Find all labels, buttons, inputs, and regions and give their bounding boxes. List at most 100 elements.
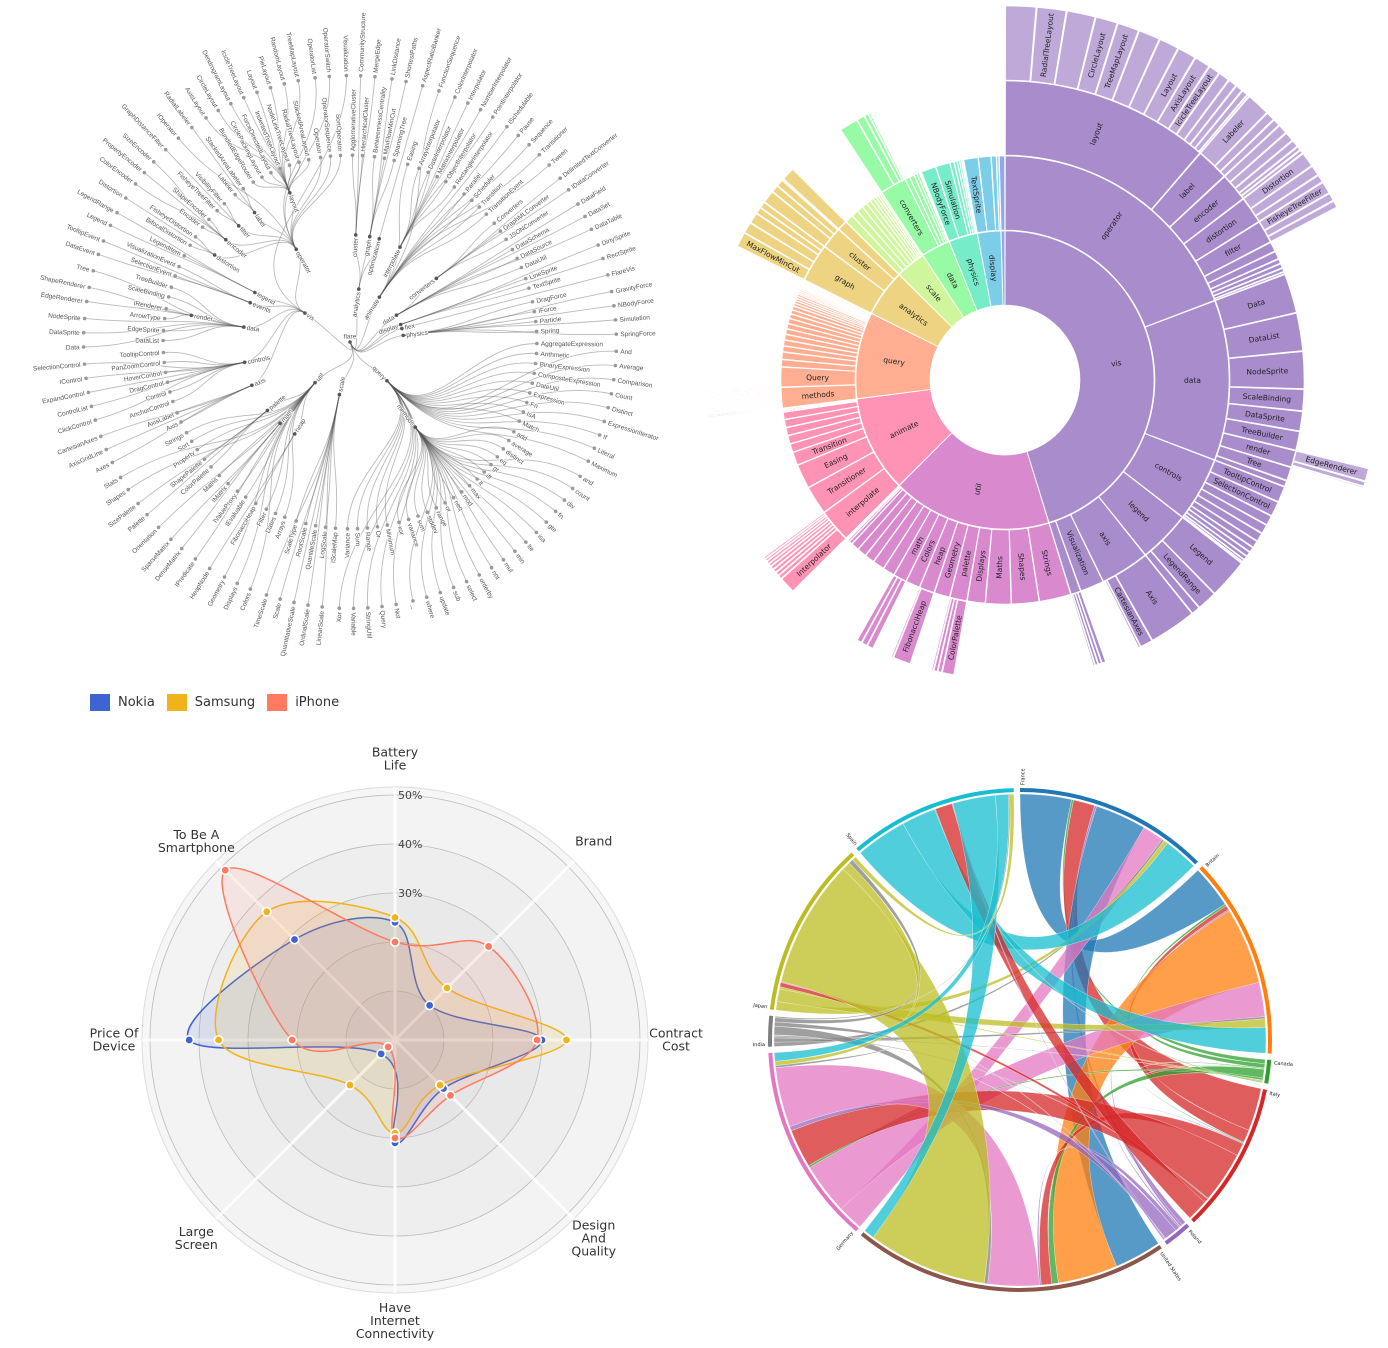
sunburst-arc: [1214, 271, 1285, 301]
sunburst-arc: [857, 575, 898, 643]
tree-label: SortOperator: [334, 114, 343, 153]
tree-node: [501, 447, 506, 451]
tree-link: [378, 193, 465, 298]
sunburst-arc: [934, 522, 969, 598]
sunburst-arc: [919, 172, 949, 242]
tree-node: [81, 345, 86, 349]
tree-link: [287, 165, 292, 193]
tree-node: [519, 265, 524, 270]
tree-node: [397, 520, 401, 525]
tree-node: [320, 605, 324, 609]
tree-node: [273, 511, 278, 516]
tree-label: DataEvent: [65, 241, 96, 258]
tree-node: [613, 363, 618, 368]
tree-label: IOperator: [155, 112, 179, 138]
tree-node: [606, 273, 610, 277]
tree-label: Operator: [312, 128, 323, 155]
tree-link: [414, 426, 504, 450]
sunburst-arc: [1195, 222, 1271, 277]
tree-link: [224, 382, 316, 578]
sunburst-arc: [707, 404, 782, 414]
sunburst-arc: [765, 514, 827, 562]
sunburst-arc: [1009, 527, 1040, 605]
radar-axis-spoke: [393, 1038, 575, 1220]
tree-label: RectSprite: [606, 245, 637, 261]
tree-node: [222, 201, 227, 206]
tree-node: [333, 526, 338, 531]
tree-link: [396, 267, 522, 316]
tree-link: [401, 274, 608, 329]
tree-label: StringUtil: [364, 612, 373, 639]
tree-link: [405, 426, 424, 520]
tree-label: Geometry: [207, 579, 227, 608]
sunburst-label: methods: [801, 389, 835, 401]
tree-label: Match: [521, 420, 540, 434]
tree-node: [467, 483, 472, 488]
tree-node: [489, 565, 494, 570]
tree-node: [597, 433, 602, 437]
tree-link: [84, 361, 245, 369]
sunburst-label: vis: [1110, 358, 1122, 368]
legend-item-samsung[interactable]: Samsung: [166, 694, 255, 711]
tree-label: LegendRange: [76, 189, 115, 215]
tree-node: [351, 606, 356, 611]
tree-label: Legend: [85, 212, 108, 228]
sunburst-arc: [949, 525, 980, 602]
tree-link: [409, 426, 434, 601]
tree-link: [436, 177, 561, 279]
radar-point-samsung: [389, 912, 400, 923]
tree-node: [515, 256, 519, 261]
tree-label: controls: [247, 355, 271, 366]
tree-link: [163, 325, 244, 332]
legend-swatch: [166, 694, 187, 711]
tree-link: [414, 426, 510, 441]
sunburst-arc: [707, 405, 782, 415]
tree-node: [482, 470, 487, 474]
sunburst-arc: [1199, 94, 1249, 153]
legend-item-nokia[interactable]: Nokia: [90, 694, 155, 711]
tree-link: [205, 117, 291, 193]
sunburst-arc: [866, 200, 916, 263]
tree-label: LogScale: [319, 530, 330, 558]
tree-label: Displays: [223, 585, 240, 611]
sunburst-arc: [777, 180, 838, 235]
sunburst-arc: [878, 193, 922, 257]
tree-node: [235, 489, 240, 494]
tree-node: [176, 136, 181, 140]
radial-tree-chart: AgglomerativeClusterCommunityStructureHi…: [32, 11, 661, 658]
tree-node: [438, 590, 443, 595]
sunburst-arc: [919, 518, 958, 593]
tree-link: [224, 203, 240, 227]
radar-point-iphone: [389, 936, 400, 947]
tree-link: [338, 380, 412, 609]
tree-link: [369, 78, 393, 237]
tree-link: [403, 301, 533, 336]
radar-chart: 30% 40% 50% Battery Life Brand Contract Cost Des…: [90, 745, 703, 1342]
tree-label: Sum: [353, 533, 361, 547]
sunburst-arc: [784, 334, 859, 354]
sunburst-arc: [1055, 514, 1104, 592]
tree-label: lte: [525, 543, 535, 553]
tree-link: [275, 382, 316, 514]
tree-label: IControl: [59, 376, 83, 386]
tree-link: [251, 310, 306, 386]
legend-item-iphone[interactable]: iPhone: [267, 694, 339, 711]
tree-node: [287, 163, 292, 167]
tree-node: [188, 243, 192, 248]
tree-link: [386, 380, 527, 404]
tree-link: [273, 75, 347, 314]
sunburst-arc: [1212, 263, 1283, 296]
tree-node: [101, 239, 106, 243]
tree-link: [279, 394, 340, 600]
tree-link: [249, 382, 316, 590]
tree-node: [242, 360, 247, 365]
tree-label: Layout: [245, 69, 258, 90]
tree-node: [81, 330, 86, 335]
tree-node: [118, 475, 123, 480]
tree-node: [166, 295, 171, 299]
sunburst-arc: [867, 579, 906, 649]
tree-label: _: [410, 603, 418, 610]
tree-node: [264, 593, 269, 597]
tree-link: [209, 433, 296, 569]
sunburst-arc: [883, 505, 931, 575]
